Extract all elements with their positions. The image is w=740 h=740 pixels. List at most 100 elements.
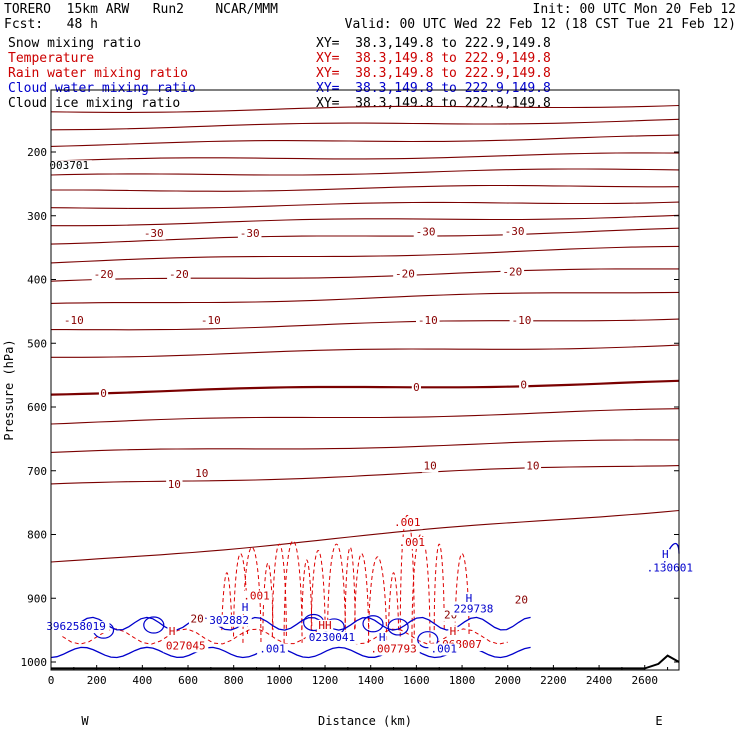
y-tick-label: 700 bbox=[27, 465, 47, 478]
x-tick-label: 1600 bbox=[403, 674, 430, 687]
contour-label-bg bbox=[643, 562, 697, 575]
isotherm-line bbox=[50, 227, 680, 245]
contour-label-bg bbox=[305, 631, 359, 644]
y-tick-label: 200 bbox=[27, 146, 47, 159]
contour-label-bg bbox=[500, 266, 525, 279]
x-tick-label: 800 bbox=[224, 674, 244, 687]
isotherm-line bbox=[50, 104, 680, 113]
y-axis-label: Pressure (hPa) bbox=[2, 339, 16, 440]
plot-frame bbox=[50, 89, 680, 671]
y-tick-label: 500 bbox=[27, 337, 47, 350]
contour-label-bg bbox=[62, 315, 86, 328]
rain-contour bbox=[283, 540, 303, 643]
contour-label-bg bbox=[393, 268, 417, 281]
isotherm-line bbox=[50, 152, 680, 162]
contour-label: -30 bbox=[416, 226, 436, 239]
contour-label: .001 bbox=[399, 536, 426, 549]
contour-label: -30 bbox=[240, 227, 260, 240]
contour-label-bg bbox=[413, 226, 438, 239]
y-tick-label: 800 bbox=[27, 529, 47, 542]
isotherm-line bbox=[51, 214, 680, 227]
field-label-cloud-ice: Cloud ice mixing ratio bbox=[8, 96, 181, 111]
contour-label: H bbox=[466, 592, 473, 605]
contour-label: -20 bbox=[395, 268, 415, 281]
y-tick-label: 900 bbox=[27, 592, 47, 605]
contour-label-bg bbox=[257, 643, 288, 656]
x-tick-label: 200 bbox=[87, 674, 107, 687]
contour-label-bg bbox=[193, 468, 210, 481]
contour-label: 003701 bbox=[49, 159, 89, 172]
y-tick-label: 1000 bbox=[21, 656, 48, 669]
x-tick-label: 400 bbox=[132, 674, 152, 687]
contour-label: H bbox=[169, 625, 176, 638]
contour-label-bg bbox=[166, 478, 183, 491]
model-title: TORERO 15km ARW Run2 NCAR/MMM bbox=[4, 2, 278, 17]
contour-label-bg bbox=[448, 626, 458, 639]
isotherm-line bbox=[50, 245, 680, 264]
contour-label-bg bbox=[241, 590, 272, 603]
cloud-layer bbox=[50, 542, 680, 659]
rain-contour bbox=[454, 553, 470, 637]
contour-label-bg bbox=[416, 315, 440, 328]
contour-label: 10 bbox=[195, 467, 208, 480]
rain-contour bbox=[233, 553, 249, 637]
cloud-water-cell bbox=[387, 618, 409, 636]
contour-label: -10 bbox=[418, 314, 438, 327]
contour-label: -10 bbox=[64, 314, 84, 327]
rain-contour bbox=[262, 562, 274, 631]
cloud-water-cell bbox=[362, 615, 384, 633]
contour-label-bg bbox=[509, 315, 534, 328]
contour-label-bg bbox=[46, 160, 92, 173]
x-tick-label: 2400 bbox=[586, 674, 613, 687]
contour-label: 302882 bbox=[209, 614, 249, 627]
contour-label: 0230041 bbox=[309, 631, 355, 644]
x-tick-label: 1800 bbox=[449, 674, 476, 687]
y-tick-label: 400 bbox=[27, 274, 47, 287]
x-tick-label: 2600 bbox=[631, 674, 658, 687]
contour-label-bg bbox=[519, 379, 529, 392]
contour-label: .130601 bbox=[647, 561, 693, 574]
terrain-line bbox=[51, 654, 680, 670]
isotherm-line bbox=[50, 408, 680, 425]
contour-label-bg bbox=[367, 643, 420, 656]
contour-label: 20 bbox=[515, 593, 528, 606]
contour-label: 10 bbox=[168, 478, 181, 491]
isotherm-line bbox=[50, 291, 680, 304]
contour-label-bg bbox=[141, 227, 166, 240]
x-tick-label: 1400 bbox=[357, 674, 384, 687]
contour-label-bg bbox=[240, 602, 250, 614]
contour-label: 396258019 bbox=[46, 620, 106, 633]
contour-label-bg bbox=[524, 460, 542, 473]
isotherm-line bbox=[50, 134, 680, 147]
isotherm-line bbox=[50, 168, 680, 176]
contour-label: HH bbox=[318, 619, 331, 632]
x-tick-label: 0 bbox=[48, 674, 55, 687]
contour-label: -20 bbox=[169, 268, 189, 281]
x-tick-label: 600 bbox=[178, 674, 198, 687]
contour-label: 0 bbox=[413, 381, 420, 394]
isotherm-line bbox=[51, 344, 680, 358]
label-layer: -30 -30 -30 -30 -20 -20 -20 -20 -10 -10 -10 -10 0 0 0 1… bbox=[42, 159, 697, 656]
contour-label-bg bbox=[421, 460, 439, 473]
contour-label: H bbox=[450, 625, 457, 638]
rain-contour bbox=[221, 572, 233, 631]
contour-label: 0 bbox=[520, 379, 527, 392]
contour-label-bg bbox=[464, 593, 474, 606]
contour-label-bg bbox=[163, 640, 209, 653]
x-tick-label: 2200 bbox=[540, 674, 567, 687]
contour-label-bg bbox=[206, 614, 252, 627]
contour-label-bg bbox=[316, 619, 334, 632]
contour-label: H bbox=[242, 601, 249, 614]
x-tick-label: 2000 bbox=[494, 674, 521, 687]
rain-contour bbox=[388, 572, 400, 631]
x-tick-label: 1000 bbox=[266, 674, 293, 687]
contour-label-bg bbox=[411, 382, 421, 395]
rain-contour bbox=[433, 543, 445, 631]
isotherm-line bbox=[51, 318, 680, 331]
contour-label: -20 bbox=[94, 268, 114, 281]
contour-label-bg bbox=[660, 549, 670, 562]
cloud-water-cell bbox=[417, 631, 439, 649]
isotherm-line bbox=[50, 118, 680, 131]
contour-label: -30 bbox=[144, 227, 164, 240]
contour-label: 027045 bbox=[166, 639, 206, 652]
